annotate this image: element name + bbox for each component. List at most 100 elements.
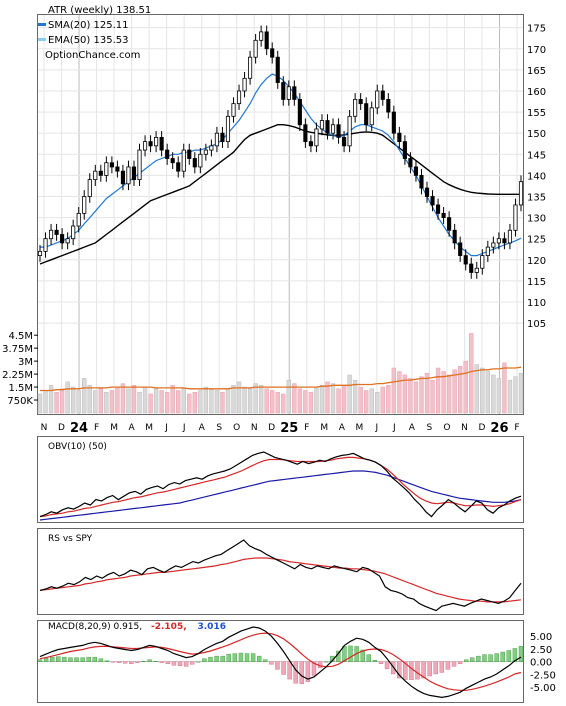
macd-histogram-bar bbox=[165, 661, 171, 664]
volume-bar bbox=[319, 385, 325, 414]
macd-histogram-bar bbox=[275, 661, 280, 670]
macd-histogram-bar bbox=[366, 654, 371, 662]
candle-body bbox=[286, 86, 291, 100]
x-tick-label: D bbox=[58, 423, 65, 433]
candle-body bbox=[485, 246, 490, 256]
macd-histogram-bar bbox=[464, 659, 469, 662]
macd-histogram-bar bbox=[214, 655, 219, 662]
candle-body bbox=[264, 31, 269, 50]
volume-bar bbox=[341, 385, 347, 414]
candle-body bbox=[292, 86, 297, 100]
candle-body bbox=[303, 124, 308, 143]
macd-histogram-bar bbox=[129, 661, 134, 664]
macd-histogram-bar bbox=[104, 660, 110, 662]
macd-histogram-bar bbox=[342, 646, 347, 662]
price-tick-label: 125 bbox=[527, 235, 546, 246]
macd-tick-label: 2.50 bbox=[530, 645, 552, 656]
macd-histogram-bar bbox=[415, 661, 420, 680]
candle-body bbox=[458, 242, 463, 256]
obv-long-line bbox=[39, 470, 522, 521]
ema50-line bbox=[39, 124, 521, 265]
volume-bar bbox=[242, 386, 247, 414]
volume-bar bbox=[391, 367, 397, 414]
macd-histogram-bar bbox=[159, 661, 164, 663]
candle-body bbox=[397, 132, 402, 143]
volume-bar bbox=[380, 386, 385, 414]
macd-histogram-bar bbox=[116, 661, 122, 663]
x-tick-label: N bbox=[461, 423, 468, 433]
price-tick-label: 175 bbox=[527, 24, 546, 35]
sma20-line bbox=[40, 73, 522, 257]
candle-body bbox=[430, 196, 435, 206]
macd-histogram-bar bbox=[56, 656, 61, 662]
obv-lines bbox=[39, 451, 522, 521]
macd-histogram-bar bbox=[110, 661, 116, 663]
candle-body bbox=[507, 229, 513, 244]
volume-bar bbox=[164, 392, 170, 414]
volume-bar bbox=[225, 388, 231, 414]
candle-body bbox=[248, 56, 253, 79]
macd-histogram-bar bbox=[232, 653, 238, 662]
x-tick-label: A bbox=[129, 423, 136, 433]
volume-bar bbox=[419, 376, 424, 414]
price-tick-label: 105 bbox=[527, 319, 546, 330]
x-tick-label: 26 bbox=[490, 421, 508, 436]
macd-histogram-bar bbox=[397, 661, 402, 679]
volume-bar bbox=[347, 374, 352, 414]
volume-bar bbox=[485, 371, 491, 414]
volume-bar bbox=[314, 386, 319, 414]
volume-bar bbox=[187, 393, 192, 414]
x-tick-label: M bbox=[110, 423, 118, 433]
volume-bar bbox=[364, 390, 369, 414]
x-tick-label: 24 bbox=[70, 421, 88, 436]
macd-histogram-bar bbox=[409, 661, 414, 680]
macd-histogram-bar bbox=[256, 655, 262, 662]
volume-bar bbox=[137, 392, 142, 414]
legend-atr: ATR (weekly) 138.51 bbox=[48, 5, 151, 16]
x-tick-label: M bbox=[355, 423, 363, 433]
volume-bar bbox=[491, 374, 496, 414]
x-tick-label: A bbox=[199, 423, 206, 433]
candle-body bbox=[375, 90, 380, 109]
volume-bar bbox=[513, 376, 518, 414]
volume-bar bbox=[386, 385, 391, 414]
candle-body bbox=[364, 103, 369, 126]
macd-histogram-bar bbox=[250, 653, 256, 662]
macd-histogram-bar bbox=[476, 655, 481, 662]
volume-bar bbox=[480, 367, 485, 414]
price-tick-label: 120 bbox=[527, 256, 546, 267]
price-tick-label: 160 bbox=[527, 87, 546, 98]
candle-body bbox=[353, 99, 358, 117]
candle-body bbox=[65, 238, 70, 244]
x-tick-label: 25 bbox=[280, 421, 298, 436]
macd-histogram-bar bbox=[348, 645, 353, 662]
volume-bar bbox=[452, 369, 457, 414]
candle-body bbox=[109, 162, 114, 168]
macd-histogram-bar bbox=[62, 656, 67, 662]
macd-line bbox=[39, 626, 522, 699]
macd-histogram-bar bbox=[287, 661, 292, 680]
volume-bar bbox=[176, 390, 181, 414]
x-tick-label: O bbox=[233, 423, 240, 433]
candle-body bbox=[452, 229, 457, 244]
macd-histogram-bar bbox=[470, 657, 475, 662]
candle-body bbox=[60, 234, 65, 244]
volume-bar bbox=[198, 390, 203, 414]
candle-body bbox=[502, 238, 507, 244]
macd-histogram-bar bbox=[433, 661, 438, 675]
macd-histogram-bar bbox=[123, 661, 128, 664]
macd-histogram-bar bbox=[177, 661, 183, 667]
candle-body bbox=[203, 149, 208, 155]
candle-body bbox=[115, 166, 120, 172]
macd-histogram-bar bbox=[451, 661, 457, 667]
volume-bar bbox=[369, 388, 374, 414]
macd-histogram-bar bbox=[196, 661, 201, 663]
volume-bar bbox=[281, 393, 286, 414]
volume-bar bbox=[236, 381, 242, 414]
x-tick-label: S bbox=[216, 423, 222, 433]
volume-bar bbox=[120, 383, 126, 414]
macd-histogram-bar bbox=[299, 661, 305, 684]
volume-bar bbox=[325, 381, 330, 414]
volume-bar bbox=[170, 385, 175, 414]
x-tick-label: D bbox=[478, 423, 485, 433]
